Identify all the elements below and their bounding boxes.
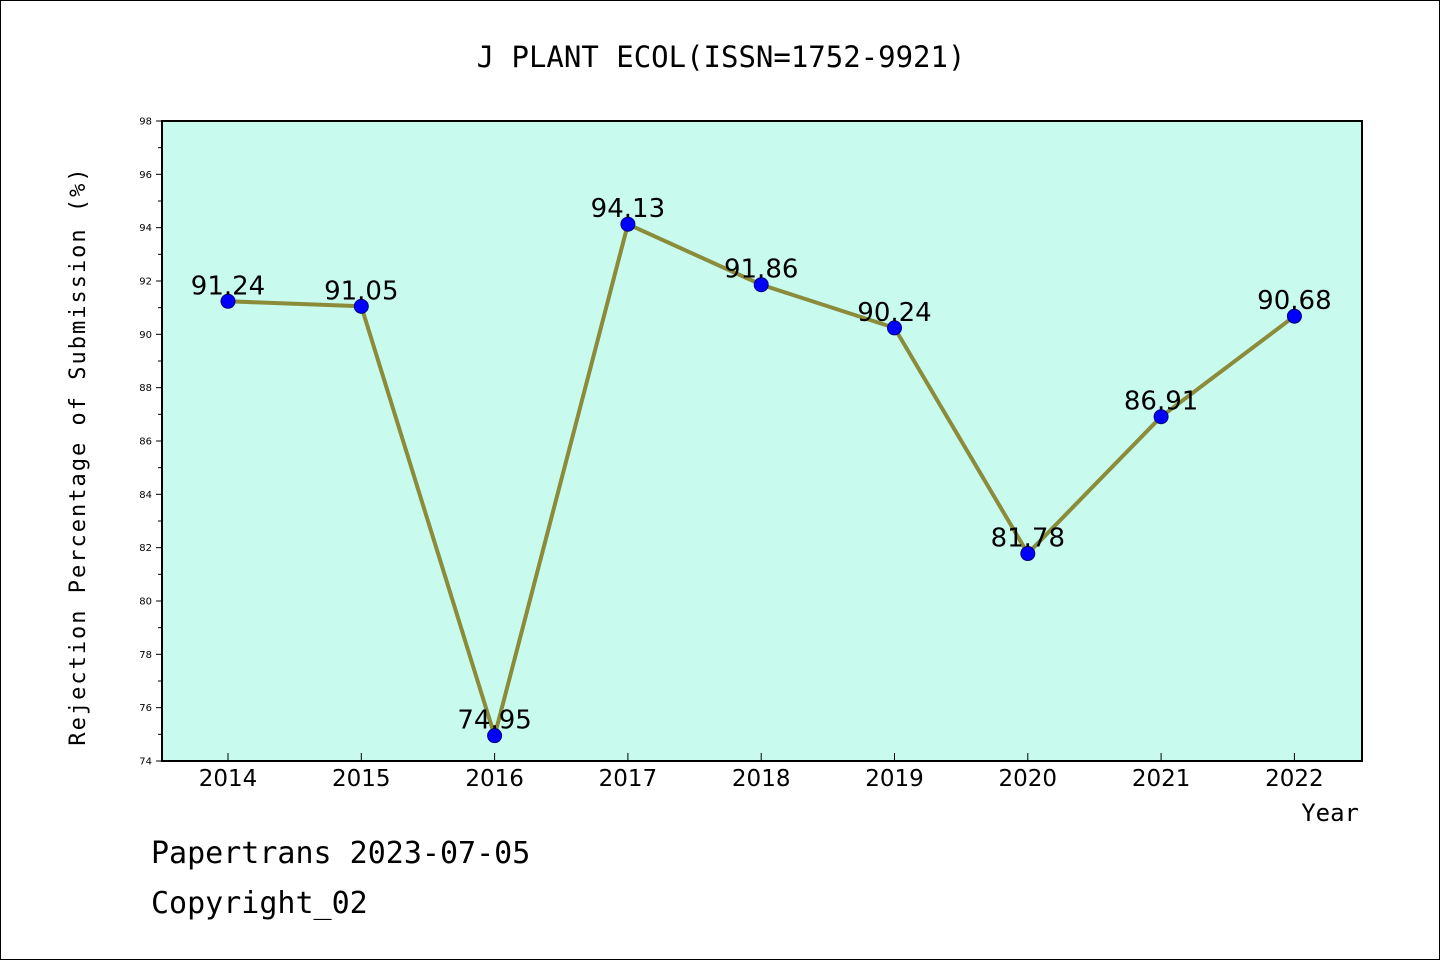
y-tick-label: 76 [139, 703, 152, 714]
y-tick-label: 96 [139, 170, 152, 181]
y-tick-label: 80 [139, 597, 152, 608]
x-tick-label: 2014 [199, 766, 258, 792]
y-tick-label: 86 [139, 437, 152, 448]
data-point-marker [1020, 546, 1036, 562]
x-tick-label: 2020 [999, 766, 1058, 792]
data-point-marker [487, 728, 503, 744]
x-tick-label: 2018 [732, 766, 791, 792]
y-tick-label: 84 [139, 490, 152, 501]
data-point-marker [1153, 409, 1169, 425]
x-tick-label: 2015 [332, 766, 391, 792]
x-tick-label: 2021 [1132, 766, 1191, 792]
data-point-marker [887, 320, 902, 336]
data-point-marker [620, 216, 636, 232]
y-tick-label: 90 [139, 330, 152, 341]
data-label: 94.13 [591, 194, 665, 224]
plot-area [162, 121, 1362, 761]
data-label: 86.91 [1124, 387, 1198, 417]
y-tick-label: 98 [139, 117, 152, 128]
plot-border [161, 120, 1363, 762]
y-tick-label: 74 [139, 757, 152, 768]
data-label: 81.78 [991, 524, 1065, 554]
chart-title: J PLANT ECOL(ISSN=1752-9921) [477, 40, 966, 74]
y-tick-label: 82 [139, 543, 152, 554]
data-label: 91.24 [191, 271, 265, 301]
y-tick-label: 92 [139, 277, 152, 288]
footer-copyright: Copyright_02 [151, 886, 368, 921]
data-point-marker [753, 277, 769, 293]
y-tick-label: 94 [139, 223, 152, 234]
footer-date: Papertrans 2023-07-05 [151, 836, 531, 871]
series-line-group [220, 216, 1302, 744]
data-label: 74.95 [457, 706, 531, 736]
data-point-marker [1286, 308, 1302, 324]
x-tick-label: 2022 [1265, 766, 1324, 792]
y-axis: 74 76 78 80 82 84 86 88 90 92 94 96 98 [139, 117, 162, 768]
x-axis: 2014 2015 2016 2017 2018 2019 2020 2021 2022 [199, 753, 1324, 792]
x-tick-label: 2016 [465, 766, 524, 792]
x-axis-label: Year [1301, 799, 1359, 827]
y-tick-label: 88 [139, 383, 152, 394]
data-point-marker [353, 298, 369, 314]
data-label: 91.86 [724, 255, 798, 285]
y-axis-label: Rejection Percentage of Submission (%) [66, 166, 91, 745]
data-label: 90.24 [857, 298, 931, 328]
data-label-group: 91.24 91.05 74.95 94.13 91.86 90.24 81.78 86.91… [161, 120, 1363, 762]
data-point-marker [220, 293, 236, 309]
x-tick-label: 2019 [865, 766, 924, 792]
y-tick-label: 78 [139, 650, 152, 661]
data-label: 90.68 [1257, 286, 1331, 316]
x-tick-label: 2017 [599, 766, 658, 792]
data-label: 91.05 [324, 276, 398, 306]
